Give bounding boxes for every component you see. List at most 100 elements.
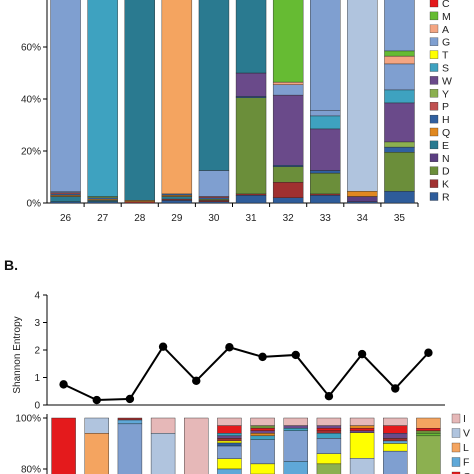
legend-swatch-V (451, 428, 461, 438)
y-tick-label-mid: 0 (34, 401, 40, 412)
bar-segment-G (272, 84, 304, 96)
composition-chart-top: 0% 20% 40% 60% 26 27 28 29 30 31 32 33 34 35 (21, 0, 419, 224)
bar-segment-G (384, 0, 415, 52)
bar-segment-A (384, 55, 415, 65)
bar-segment-M (384, 50, 415, 57)
bar-segment-E (124, 0, 155, 201)
bar-segment-S (250, 435, 275, 440)
bar-segment-I (283, 417, 308, 426)
legend-label-R: R (442, 192, 450, 204)
bar-segment-W (383, 433, 408, 439)
legend-label-G: G (442, 37, 450, 49)
bar-segment-K (272, 181, 304, 198)
bar-segment-C (383, 425, 408, 434)
bar-segment-G (198, 170, 230, 197)
bar-segment-W (384, 102, 415, 143)
bar-segment-G (310, 110, 341, 117)
x-tick-label-top: 34 (357, 213, 369, 224)
y-tick-label-top: 60% (21, 43, 41, 54)
bar-segment-C (316, 428, 342, 431)
bar-segment-I (316, 417, 342, 426)
legend-label-C: C (463, 471, 471, 474)
bar-segment-G (50, 0, 81, 192)
bar-segment-R (217, 442, 242, 447)
bar-segment-T (217, 440, 242, 444)
bar-segment-V (84, 417, 109, 434)
entropy-point (125, 394, 135, 404)
legend-label-E: E (442, 140, 449, 152)
bar-segment-W (250, 430, 275, 434)
legend-swatch-K (429, 179, 439, 188)
entropy-point (291, 350, 300, 360)
x-tick-label-top: 33 (320, 213, 332, 224)
legend-label-P: P (442, 101, 449, 113)
x-tick-label-top: 26 (60, 213, 72, 224)
legend-label-L: L (463, 442, 469, 454)
bar-segment-A (272, 81, 304, 85)
bar-segment-G (310, 0, 341, 111)
legend-label-F: F (463, 457, 469, 469)
legend-swatch-A (429, 24, 439, 33)
x-tick-label-top: 32 (283, 213, 295, 224)
legend-label-H: H (442, 114, 450, 126)
entropy-point (192, 376, 201, 385)
bar-segment-R (161, 200, 193, 204)
legend-swatch-Q (429, 127, 439, 137)
bar-segment-T (383, 443, 408, 452)
bar-segment-T (316, 453, 342, 465)
legend-swatch-T (429, 50, 439, 59)
bar-segment-S (310, 115, 341, 130)
bar-segment-M (416, 433, 441, 437)
legend-swatch-Y (429, 89, 439, 98)
bar-segment-R (235, 194, 267, 204)
bar-segment-I (184, 417, 209, 474)
y-tick-label-mid: 1 (34, 373, 40, 384)
y-tick-label-top: 0% (27, 199, 42, 210)
panel-label-b: B. (4, 257, 18, 273)
legend-swatch-I (451, 413, 461, 424)
x-tick-label-top: 27 (97, 213, 109, 224)
legend-swatch-R (429, 192, 439, 201)
x-tick-label-top: 30 (208, 213, 220, 224)
y-tick-label-bottom: 80% (21, 465, 41, 474)
legend-swatch-M (429, 11, 439, 21)
entropy-point (324, 392, 334, 401)
bar-segment-V (347, 0, 378, 192)
entropy-point (357, 349, 367, 359)
legend-swatch-G (429, 37, 439, 46)
bar-segment-Y (384, 141, 415, 148)
bar-segment-H (310, 170, 341, 174)
entropy-line (63, 345, 430, 402)
legend-label-Q: Q (442, 127, 450, 139)
bar-segment-F (117, 419, 143, 425)
entropy-ylabel: Shannon Entropy (12, 316, 23, 393)
bar-segment-E (198, 0, 230, 171)
bar-segment-Q (349, 425, 375, 429)
legend-swatch-E (429, 140, 439, 150)
bar-segment-G (250, 439, 275, 465)
bar-segment-G (117, 423, 143, 474)
legend-label-T: T (442, 50, 449, 62)
bar-segment-D (272, 166, 304, 183)
legend-label-S: S (442, 63, 449, 75)
entropy-point (92, 395, 101, 405)
bar-segment-I (150, 417, 176, 434)
bar-segment-M (272, 0, 304, 83)
legend-label-M: M (442, 11, 451, 23)
bar-segment-E (235, 0, 267, 74)
bar-segment-E (161, 196, 193, 200)
bar-segment-F (383, 440, 408, 444)
x-tick-label-top: 29 (171, 213, 183, 224)
y-tick-label-mid: 2 (34, 346, 40, 357)
bar-segment-G (383, 450, 408, 474)
bar-segment-S (283, 428, 308, 431)
entropy-point (158, 342, 168, 351)
bar-segment-K (217, 438, 242, 442)
x-tick-label-top: 31 (245, 213, 257, 224)
x-tick-label-top: 28 (134, 213, 146, 224)
legend-swatch-N (429, 153, 439, 162)
bar-segment-D (384, 152, 415, 192)
bar-segment-S (87, 0, 118, 197)
legend-label-D: D (442, 166, 450, 178)
